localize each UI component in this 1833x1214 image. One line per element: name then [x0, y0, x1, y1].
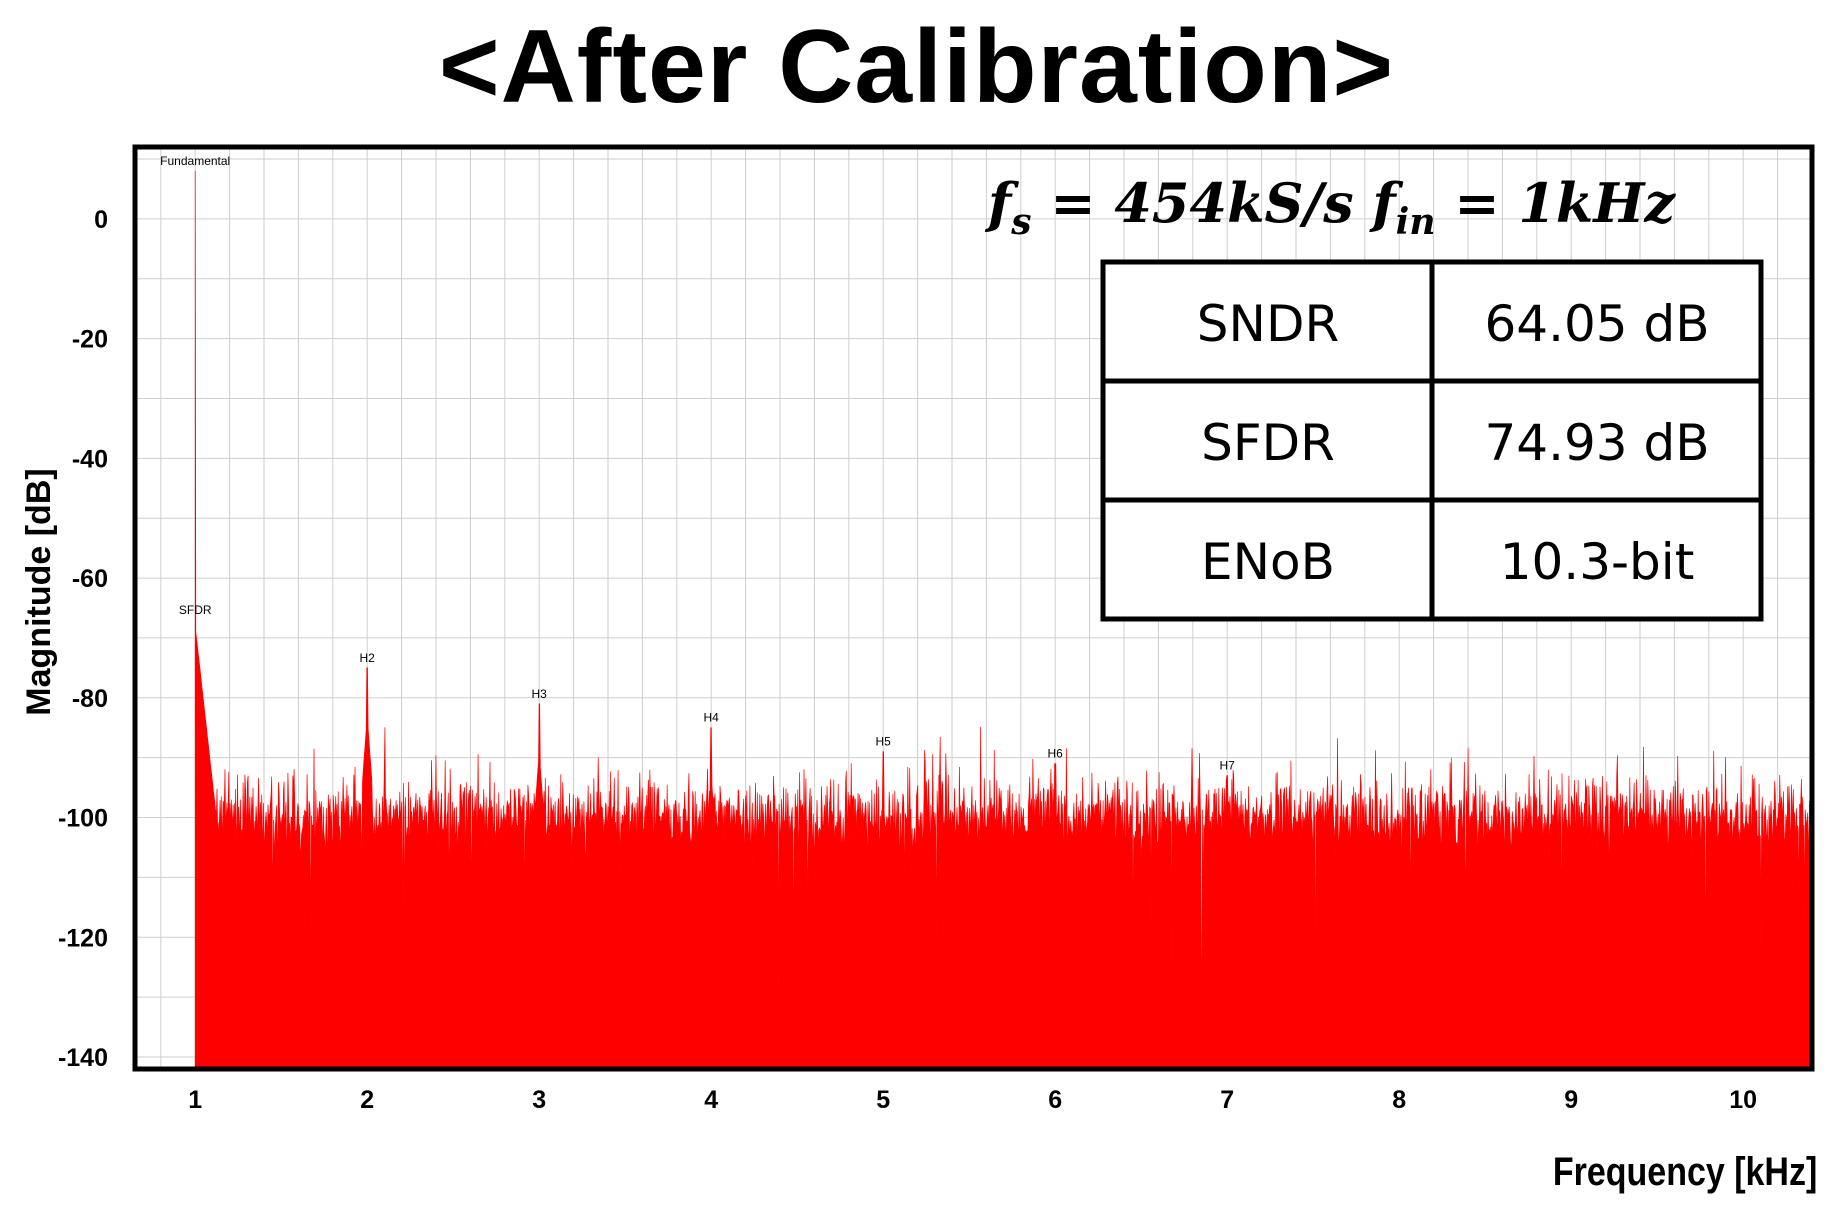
- x-tick-label: 9: [1564, 1086, 1578, 1114]
- metric-value-enob: 10.3-bit: [1500, 533, 1695, 591]
- x-tick-label: 3: [532, 1086, 546, 1114]
- x-tick-label: 6: [1048, 1086, 1062, 1114]
- marker-label-h5: H5: [876, 735, 892, 749]
- y-tick-label: -60: [72, 565, 108, 593]
- y-tick-label: -80: [72, 685, 108, 713]
- marker-label-h7: H7: [1220, 759, 1236, 773]
- y-tick-label: -120: [58, 924, 108, 952]
- y-axis-title: Magnitude [dB]: [20, 468, 58, 715]
- x-tick-label: 10: [1729, 1086, 1757, 1114]
- spectrum-trace: [194, 170, 1813, 1070]
- metric-name-enob: ENoB: [1201, 533, 1335, 591]
- metric-name-sndr: SNDR: [1197, 295, 1339, 353]
- fin-subscript: in: [1396, 201, 1436, 243]
- marker-label-fundamental: Fundamental: [160, 154, 230, 168]
- y-tick-label: -100: [58, 805, 108, 833]
- x-tick-label: 4: [704, 1086, 718, 1114]
- x-tick-label: 1: [188, 1086, 202, 1114]
- marker-label-h2: H2: [360, 651, 376, 665]
- metric-value-sfdr: 74.93 dB: [1484, 414, 1709, 472]
- y-axis-ticks: 0 -20 -40 -60 -80 -100 -120 -140: [58, 206, 108, 1072]
- metric-name-sfdr: SFDR: [1201, 414, 1335, 472]
- x-axis-ticks: 1 2 3 4 5 6 7 8 9 10: [188, 1086, 1757, 1114]
- fin-value: = 1kHz: [1436, 171, 1677, 235]
- y-tick-label: -40: [72, 445, 108, 473]
- y-tick-label: -20: [72, 326, 108, 354]
- page-title: <After Calibration>: [438, 9, 1395, 125]
- plot-frame: [132, 144, 1815, 1072]
- metric-value-sndr: 64.05 dB: [1484, 295, 1709, 353]
- fs-subscript: s: [1010, 201, 1031, 243]
- harmonic-markers: Fundamental SFDR H2 H3 H4 H5 H6 H7: [160, 154, 1235, 773]
- x-tick-label: 8: [1392, 1086, 1406, 1114]
- metrics-table: SNDR 64.05 dB SFDR 74.93 dB ENoB 10.3-bi…: [1100, 259, 1764, 622]
- fs-value: = 454kS/s: [1032, 171, 1373, 235]
- marker-label-sfdr: SFDR: [179, 603, 212, 617]
- spectrum-series: [194, 170, 1813, 1070]
- x-tick-label: 7: [1220, 1086, 1234, 1114]
- sampling-parameters: fs = 454kS/s fin = 1kHz: [984, 171, 1676, 243]
- x-tick-label: 5: [876, 1086, 890, 1114]
- y-tick-label: 0: [94, 206, 108, 234]
- x-axis-title: Frequency [kHz]: [1553, 1148, 1817, 1193]
- marker-label-h6: H6: [1048, 747, 1064, 761]
- x-tick-label: 2: [360, 1086, 374, 1114]
- y-tick-label: -140: [58, 1044, 108, 1072]
- marker-label-h3: H3: [532, 687, 548, 701]
- marker-label-h4: H4: [704, 711, 720, 725]
